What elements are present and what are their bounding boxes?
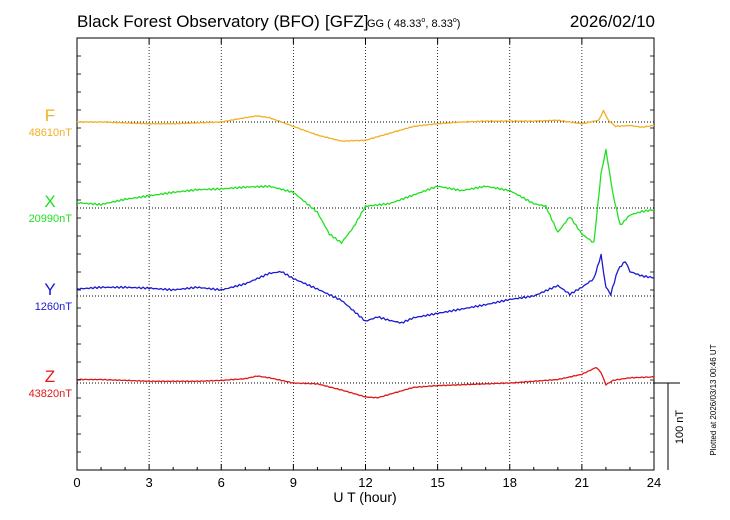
series-name-X: X (44, 192, 55, 211)
series-line-Z (76, 366, 655, 399)
x-tick-label-18: 18 (503, 475, 517, 490)
x-tick-label-21: 21 (575, 475, 589, 490)
series-labels: F 48610nT X 20990nT Y 1260nT Z 43820nT (29, 106, 73, 400)
coordinates: GG ( 48.33o, 8.33o) (367, 17, 460, 30)
x-tick-label-0: 0 (73, 475, 80, 490)
series-baseline-X: 20990nT (29, 213, 73, 225)
series-line-X (76, 148, 655, 245)
x-tick-label-12: 12 (358, 475, 372, 490)
series-line-F (76, 109, 654, 142)
series-name-F: F (45, 106, 55, 125)
series-baseline-F: 48610nT (29, 127, 73, 139)
series (76, 109, 655, 399)
scale-bar-label: 100 nT (674, 410, 686, 445)
series-name-Y: Y (44, 280, 55, 299)
series-baseline-Z: 43820nT (29, 388, 73, 400)
x-ticks: 0 3 6 9 12 15 18 21 24 (73, 38, 661, 490)
date-label: 2026/02/10 (570, 12, 655, 31)
series-name-Z: Z (45, 367, 55, 386)
x-tick-label-6: 6 (218, 475, 225, 490)
x-tick-label-9: 9 (290, 475, 297, 490)
baselines (77, 121, 654, 384)
plotted-at-note: Plotted at 2026/03/13 00:46 UT (709, 344, 718, 455)
observatory-title: Black Forest Observatory (BFO) (77, 12, 320, 31)
x-tick-label-24: 24 (647, 475, 661, 490)
x-tick-label-15: 15 (430, 475, 444, 490)
series-baseline-Y: 1260nT (35, 301, 73, 313)
x-tick-label-3: 3 (146, 475, 153, 490)
series-line-Y (76, 253, 655, 324)
x-axis-label: U T (hour) (333, 489, 396, 505)
grid (148, 38, 583, 470)
institute-label: [GFZ] (325, 12, 368, 31)
